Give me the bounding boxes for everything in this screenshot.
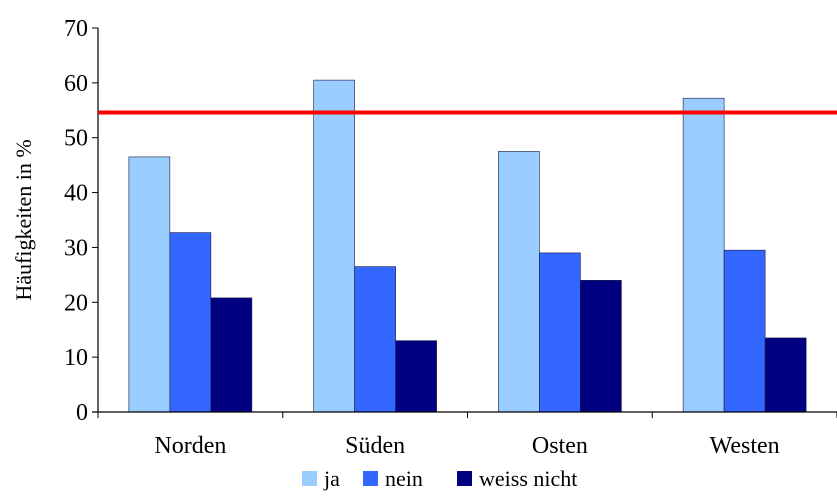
- y-tick-label: 10: [64, 345, 88, 371]
- x-tick-label: Westen: [710, 433, 780, 459]
- x-tick-label: Osten: [532, 433, 588, 459]
- y-axis-label: Häufigkeiten in %: [11, 139, 36, 300]
- x-axis-ticks: Norden Süden Osten Westen: [154, 433, 779, 459]
- bar-ja-norden: [128, 156, 171, 413]
- legend-label: ja: [323, 466, 340, 491]
- legend-swatch: [363, 471, 378, 486]
- bar-weiss-nicht-westen: [764, 337, 807, 413]
- bar-weiss-nicht-norden: [210, 297, 253, 413]
- legend: ja nein weiss nicht: [302, 466, 577, 491]
- x-tick-label: Süden: [345, 433, 405, 459]
- y-tick-label: 0: [76, 400, 88, 426]
- legend-swatch: [457, 471, 472, 486]
- x-tick-label: Norden: [154, 433, 226, 459]
- legend-swatch: [302, 471, 317, 486]
- bars: [128, 79, 807, 413]
- y-tick-label: 20: [64, 290, 88, 316]
- bar-weiss-nicht-süden: [395, 340, 437, 413]
- bar-ja-westen: [682, 97, 725, 413]
- y-tick-label: 50: [64, 126, 88, 152]
- y-tick-label: 30: [64, 235, 88, 261]
- bar-weiss-nicht-osten: [580, 280, 622, 413]
- y-axis-ticks: 0 10 20 30 40 50 60 70: [64, 16, 98, 426]
- bar-ja-osten: [498, 151, 540, 413]
- y-tick-label: 60: [64, 71, 88, 97]
- bar-nein-westen: [723, 249, 766, 413]
- bar-nein-osten: [539, 252, 581, 413]
- bar-nein-norden: [169, 232, 212, 413]
- axes: [92, 28, 837, 418]
- legend-label: weiss nicht: [479, 466, 577, 491]
- bar-nein-süden: [354, 266, 396, 413]
- y-tick-label: 40: [64, 181, 88, 207]
- y-tick-label: 70: [64, 16, 88, 42]
- bar-ja-süden: [313, 79, 355, 413]
- legend-label: nein: [385, 466, 423, 491]
